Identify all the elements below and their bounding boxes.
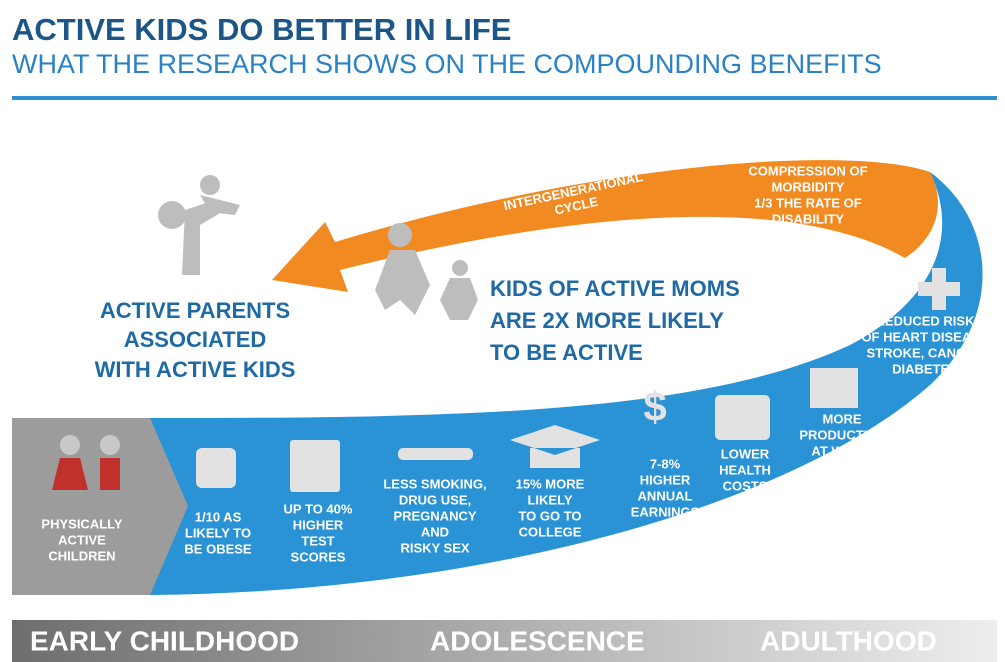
morbidity-text: DISABILITY <box>772 211 845 226</box>
benefit-text: SCORES <box>291 549 346 564</box>
benefit-text: DIABETES <box>892 361 958 376</box>
benefit-text: PHYSICALLY <box>41 516 122 531</box>
stage-label: ADOLESCENCE <box>430 625 645 656</box>
subtitle: WHAT THE RESEARCH SHOWS ON THE COMPOUNDI… <box>12 49 882 79</box>
benefit-text: AND <box>421 524 449 539</box>
morbidity-text: MORBIDITY <box>772 179 845 194</box>
stage-label: EARLY CHILDHOOD <box>30 625 299 656</box>
benefit-text: STROKE, CANCER <box>866 345 984 360</box>
benefit-text: 15% MORE <box>516 476 585 491</box>
benefit-text: TEST <box>301 533 334 548</box>
benefit-text: ANNUAL <box>638 488 693 503</box>
benefit-text: RISKY SEX <box>400 540 469 555</box>
benefit-text: 7-8% <box>650 456 681 471</box>
benefit-text: PRODUCTIVE <box>799 427 885 442</box>
moms-text: ARE 2X MORE LIKELY <box>490 308 724 333</box>
benefit-text: EARNINGS <box>631 504 700 519</box>
benefit-text: HEALTH <box>719 462 771 477</box>
parents-text: ASSOCIATED <box>124 327 267 352</box>
benefit-text: HIGHER <box>640 472 691 487</box>
benefit-text: BE OBESE <box>184 541 252 556</box>
dollar-icon: $ <box>643 383 666 430</box>
benefit-text: HIGHER <box>293 517 344 532</box>
benefit-text: TO GO TO <box>518 508 581 523</box>
benefit-text: LIKELY <box>527 492 572 507</box>
moms-text: TO BE ACTIVE <box>490 340 643 365</box>
benefit-text: LIKELY TO <box>185 525 251 540</box>
benefit-text: COLLEGE <box>519 524 582 539</box>
parents-text: WITH ACTIVE KIDS <box>95 357 296 382</box>
benefit-text: DRUG USE, <box>399 492 471 507</box>
benefit-text: OF HEART DISEASE <box>861 329 988 344</box>
stage-label: ADULTHOOD <box>760 625 937 656</box>
benefit-text: MORE <box>823 411 862 426</box>
benefit-text: ACTIVE <box>58 532 106 547</box>
infographic: ACTIVE KIDS DO BETTER IN LIFE WHAT THE R… <box>0 0 1005 662</box>
benefit-text: PREGNANCY <box>393 508 476 523</box>
morbidity-text: COMPRESSION OF <box>748 163 867 178</box>
benefit-text: LESS SMOKING, <box>383 476 486 491</box>
parents-text: ACTIVE PARENTS <box>100 298 290 323</box>
moms-text: KIDS OF ACTIVE MOMS <box>490 276 740 301</box>
divider <box>12 96 997 100</box>
benefit-text: CHILDREN <box>48 548 115 563</box>
benefit-text: UP TO 40% <box>284 501 353 516</box>
benefit-text: 1/10 AS <box>195 509 242 524</box>
benefit-text: COSTS <box>723 478 768 493</box>
title: ACTIVE KIDS DO BETTER IN LIFE <box>12 12 511 47</box>
benefit-text: LOWER <box>721 446 770 461</box>
benefit-text: REDUCED RISK <box>876 313 976 328</box>
morbidity-text: 1/3 THE RATE OF <box>754 195 861 210</box>
benefit-text: AT WORK <box>811 443 873 458</box>
